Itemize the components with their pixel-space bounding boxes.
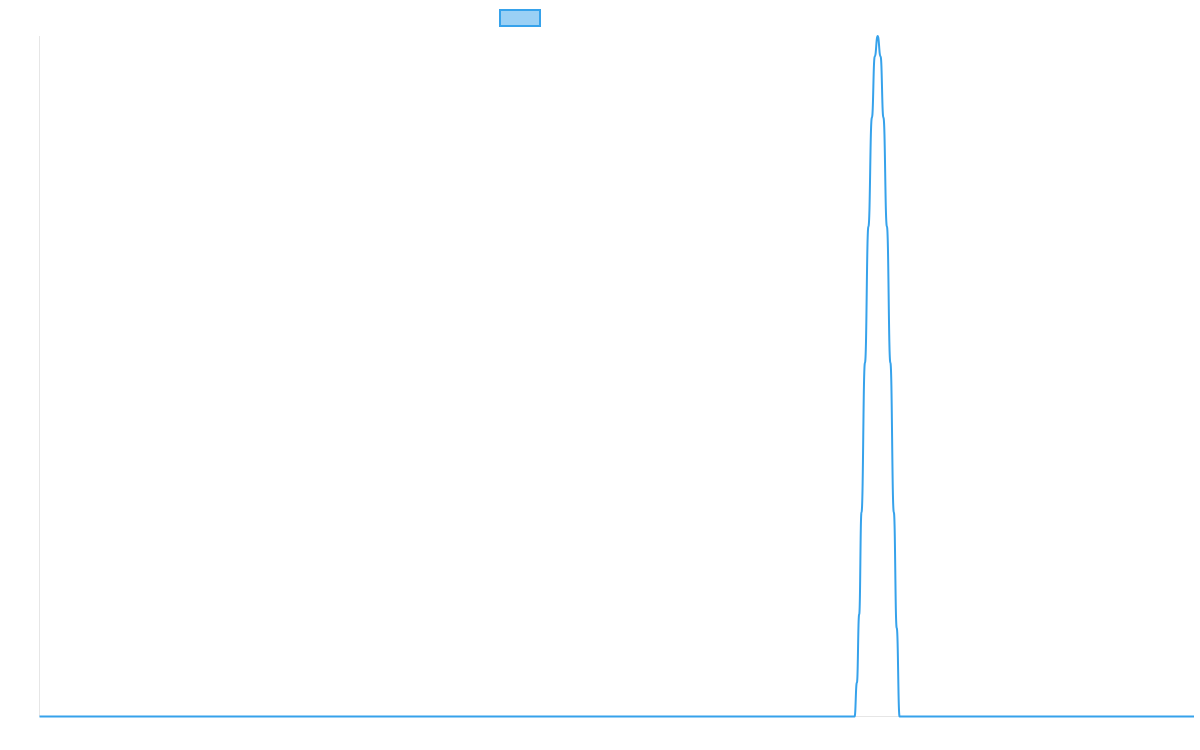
series-layer [39,35,1195,718]
legend[interactable] [499,9,541,27]
series-line-0[interactable] [39,35,1195,718]
legend-swatch-0[interactable] [499,9,541,27]
axes [39,36,1194,717]
